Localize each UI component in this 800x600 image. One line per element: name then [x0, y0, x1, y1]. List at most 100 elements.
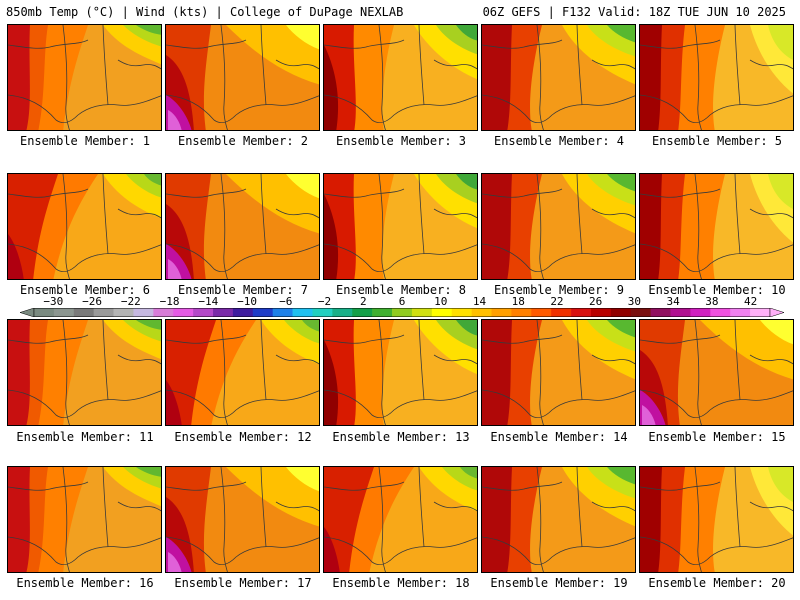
boundary-line [734, 320, 741, 401]
boundary-line [324, 39, 405, 49]
boundary-line [324, 94, 477, 124]
ensemble-map-panel[interactable] [323, 24, 478, 131]
temperature-shading-region [456, 25, 477, 41]
boundary-line [591, 59, 635, 70]
ensemble-map-panel[interactable] [7, 173, 162, 280]
temperature-shading-region [8, 320, 30, 425]
boundary-line [576, 25, 583, 106]
boundary-line [536, 320, 544, 425]
ensemble-member-label: Ensemble Member: 9 [493, 283, 625, 297]
ensemble-member-label: Ensemble Member: 17 [174, 576, 312, 590]
colorbar-tick-label: −30 [43, 295, 64, 308]
colorbar-segment [571, 308, 592, 317]
colorbar-segment [173, 308, 194, 317]
boundary-line [482, 536, 635, 566]
boundary-line [260, 174, 267, 255]
ensemble-map-panel[interactable] [481, 24, 636, 131]
ensemble-map-panel[interactable] [323, 466, 478, 573]
boundary-line [749, 354, 793, 365]
boundary-line [482, 243, 635, 273]
ensemble-map-panel[interactable] [639, 173, 794, 280]
temperature-field-map [482, 467, 635, 572]
boundary-line [8, 334, 89, 344]
colorbar-segment [630, 308, 651, 317]
boundary-line [166, 39, 247, 49]
ensemble-map-panel[interactable] [481, 319, 636, 426]
boundary-line [482, 389, 635, 419]
ensemble-map-panel[interactable] [165, 319, 320, 426]
colorbar-segment [153, 308, 174, 317]
boundary-line [260, 467, 267, 548]
temperature-shading-region [607, 174, 635, 192]
colorbar-tick-labels: −30 −26 −22 −18 −14 −10 −6 −2 2 6 10 14 18 22 26 30 34 38… [0, 296, 800, 308]
boundary-line [734, 467, 741, 548]
ensemble-map-panel[interactable] [165, 466, 320, 573]
boundary-line [734, 25, 741, 106]
temperature-shading-region [168, 259, 182, 279]
temperature-shading-region [136, 25, 161, 35]
ensemble-member-label: Ensemble Member: 19 [490, 576, 628, 590]
temperature-colorbar [20, 308, 784, 317]
ensemble-map-panel[interactable] [323, 173, 478, 280]
temperature-shading-region [136, 467, 161, 477]
ensemble-member-label: Ensemble Member: 5 [651, 134, 783, 148]
temperature-shading-region [768, 174, 793, 209]
boundary-line [536, 174, 544, 279]
ensemble-map-panel[interactable] [7, 319, 162, 426]
temperature-shading-region [640, 174, 662, 279]
temperature-shading-region [324, 194, 339, 279]
temperature-shading-region [640, 467, 662, 572]
boundary-line [482, 481, 563, 491]
colorbar-segment [372, 308, 393, 317]
temperature-field-map [482, 320, 635, 425]
ensemble-map-panel[interactable] [165, 24, 320, 131]
colorbar-segment [670, 308, 691, 317]
colorbar-segment [491, 308, 512, 317]
colorbar-tick-label: 10 [434, 295, 448, 308]
boundary-line [8, 481, 89, 491]
temperature-shading-region [168, 110, 182, 130]
temperature-field-map [8, 174, 161, 279]
ensemble-map-panel[interactable] [481, 466, 636, 573]
ensemble-map-panel[interactable] [481, 173, 636, 280]
boundary-line [62, 467, 70, 572]
temperature-shading-region [8, 234, 24, 279]
boundary-line [749, 208, 793, 219]
boundary-line [749, 59, 793, 70]
ensemble-map-panel[interactable] [639, 319, 794, 426]
temperature-shading-region [286, 174, 319, 199]
ensemble-member-label: Ensemble Member: 10 [648, 283, 786, 297]
ensemble-map-panel[interactable] [7, 466, 162, 573]
temperature-field-map [324, 467, 477, 572]
ensemble-map-panel[interactable] [7, 24, 162, 131]
ensemble-map-panel[interactable] [323, 319, 478, 426]
boundary-line [166, 94, 319, 124]
boundary-line [102, 320, 109, 401]
colorbar-segment [312, 308, 333, 317]
ensemble-map-panel[interactable] [165, 173, 320, 280]
temperature-shading-region [642, 405, 656, 425]
boundary-line [536, 467, 544, 572]
ensemble-member-label: Ensemble Member: 16 [16, 576, 154, 590]
colorbar-tick-label: 2 [359, 295, 367, 308]
temperature-shading-region [460, 467, 477, 479]
boundary-line [734, 174, 741, 255]
boundary-line [275, 208, 319, 219]
boundary-line [536, 25, 544, 130]
ensemble-member-label: Ensemble Member: 8 [335, 283, 467, 297]
boundary-line [275, 501, 319, 512]
boundary-line [640, 39, 721, 49]
colorbar-tick-label: −10 [237, 295, 257, 308]
ensemble-map-panel[interactable] [639, 24, 794, 131]
temperature-shading-region [226, 174, 319, 234]
boundary-line [166, 389, 319, 419]
boundary-line [591, 501, 635, 512]
boundary-line [117, 501, 161, 512]
boundary-line [591, 354, 635, 365]
ensemble-map-panel[interactable] [639, 466, 794, 573]
boundary-line [640, 481, 721, 491]
temperature-field-map [324, 25, 477, 130]
ensemble-member-label: Ensemble Member: 11 [16, 430, 154, 444]
colorbar-segment [710, 308, 731, 317]
colorbar-segment [392, 308, 413, 317]
